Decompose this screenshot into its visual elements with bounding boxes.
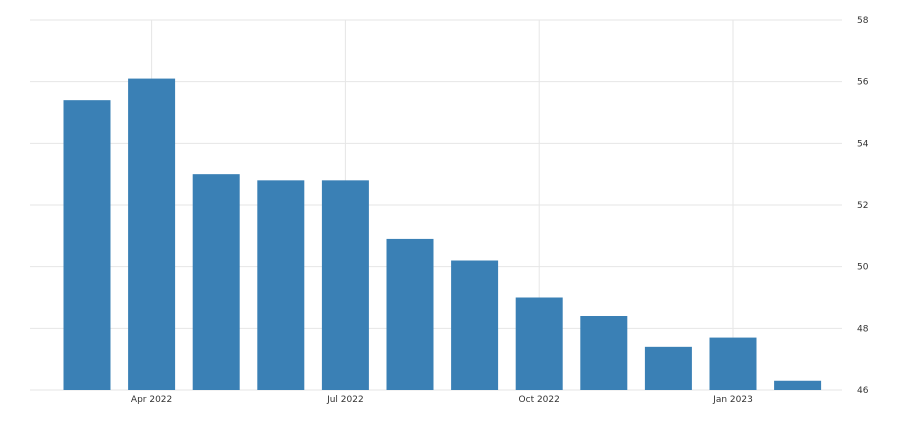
bar xyxy=(515,297,563,390)
bar xyxy=(709,337,757,390)
x-tick-label: Jan 2023 xyxy=(712,395,753,405)
y-tick-label: 58 xyxy=(857,16,869,26)
bar xyxy=(192,174,240,390)
y-tick-label: 48 xyxy=(857,324,869,334)
y-tick-label: 56 xyxy=(857,78,869,88)
y-tick-label: 54 xyxy=(857,139,869,149)
bar xyxy=(257,180,305,390)
y-axis-ticks: 46 48 50 52 54 56 58 xyxy=(857,16,869,396)
bar xyxy=(580,316,628,390)
bars xyxy=(63,78,822,391)
bar xyxy=(644,346,692,390)
y-tick-label: 52 xyxy=(857,201,868,211)
bar xyxy=(774,380,822,390)
x-tick-label: Jul 2022 xyxy=(326,395,364,405)
bar xyxy=(63,100,111,391)
bar xyxy=(128,78,176,390)
y-tick-label: 50 xyxy=(857,263,869,273)
x-tick-label: Apr 2022 xyxy=(131,395,172,405)
bar xyxy=(451,260,499,390)
bar xyxy=(321,180,369,390)
x-axis-ticks: Apr 2022 Jul 2022 Oct 2022 Jan 2023 xyxy=(131,395,753,405)
bar xyxy=(386,238,434,390)
y-tick-label: 46 xyxy=(857,386,869,396)
x-tick-label: Oct 2022 xyxy=(519,395,560,405)
